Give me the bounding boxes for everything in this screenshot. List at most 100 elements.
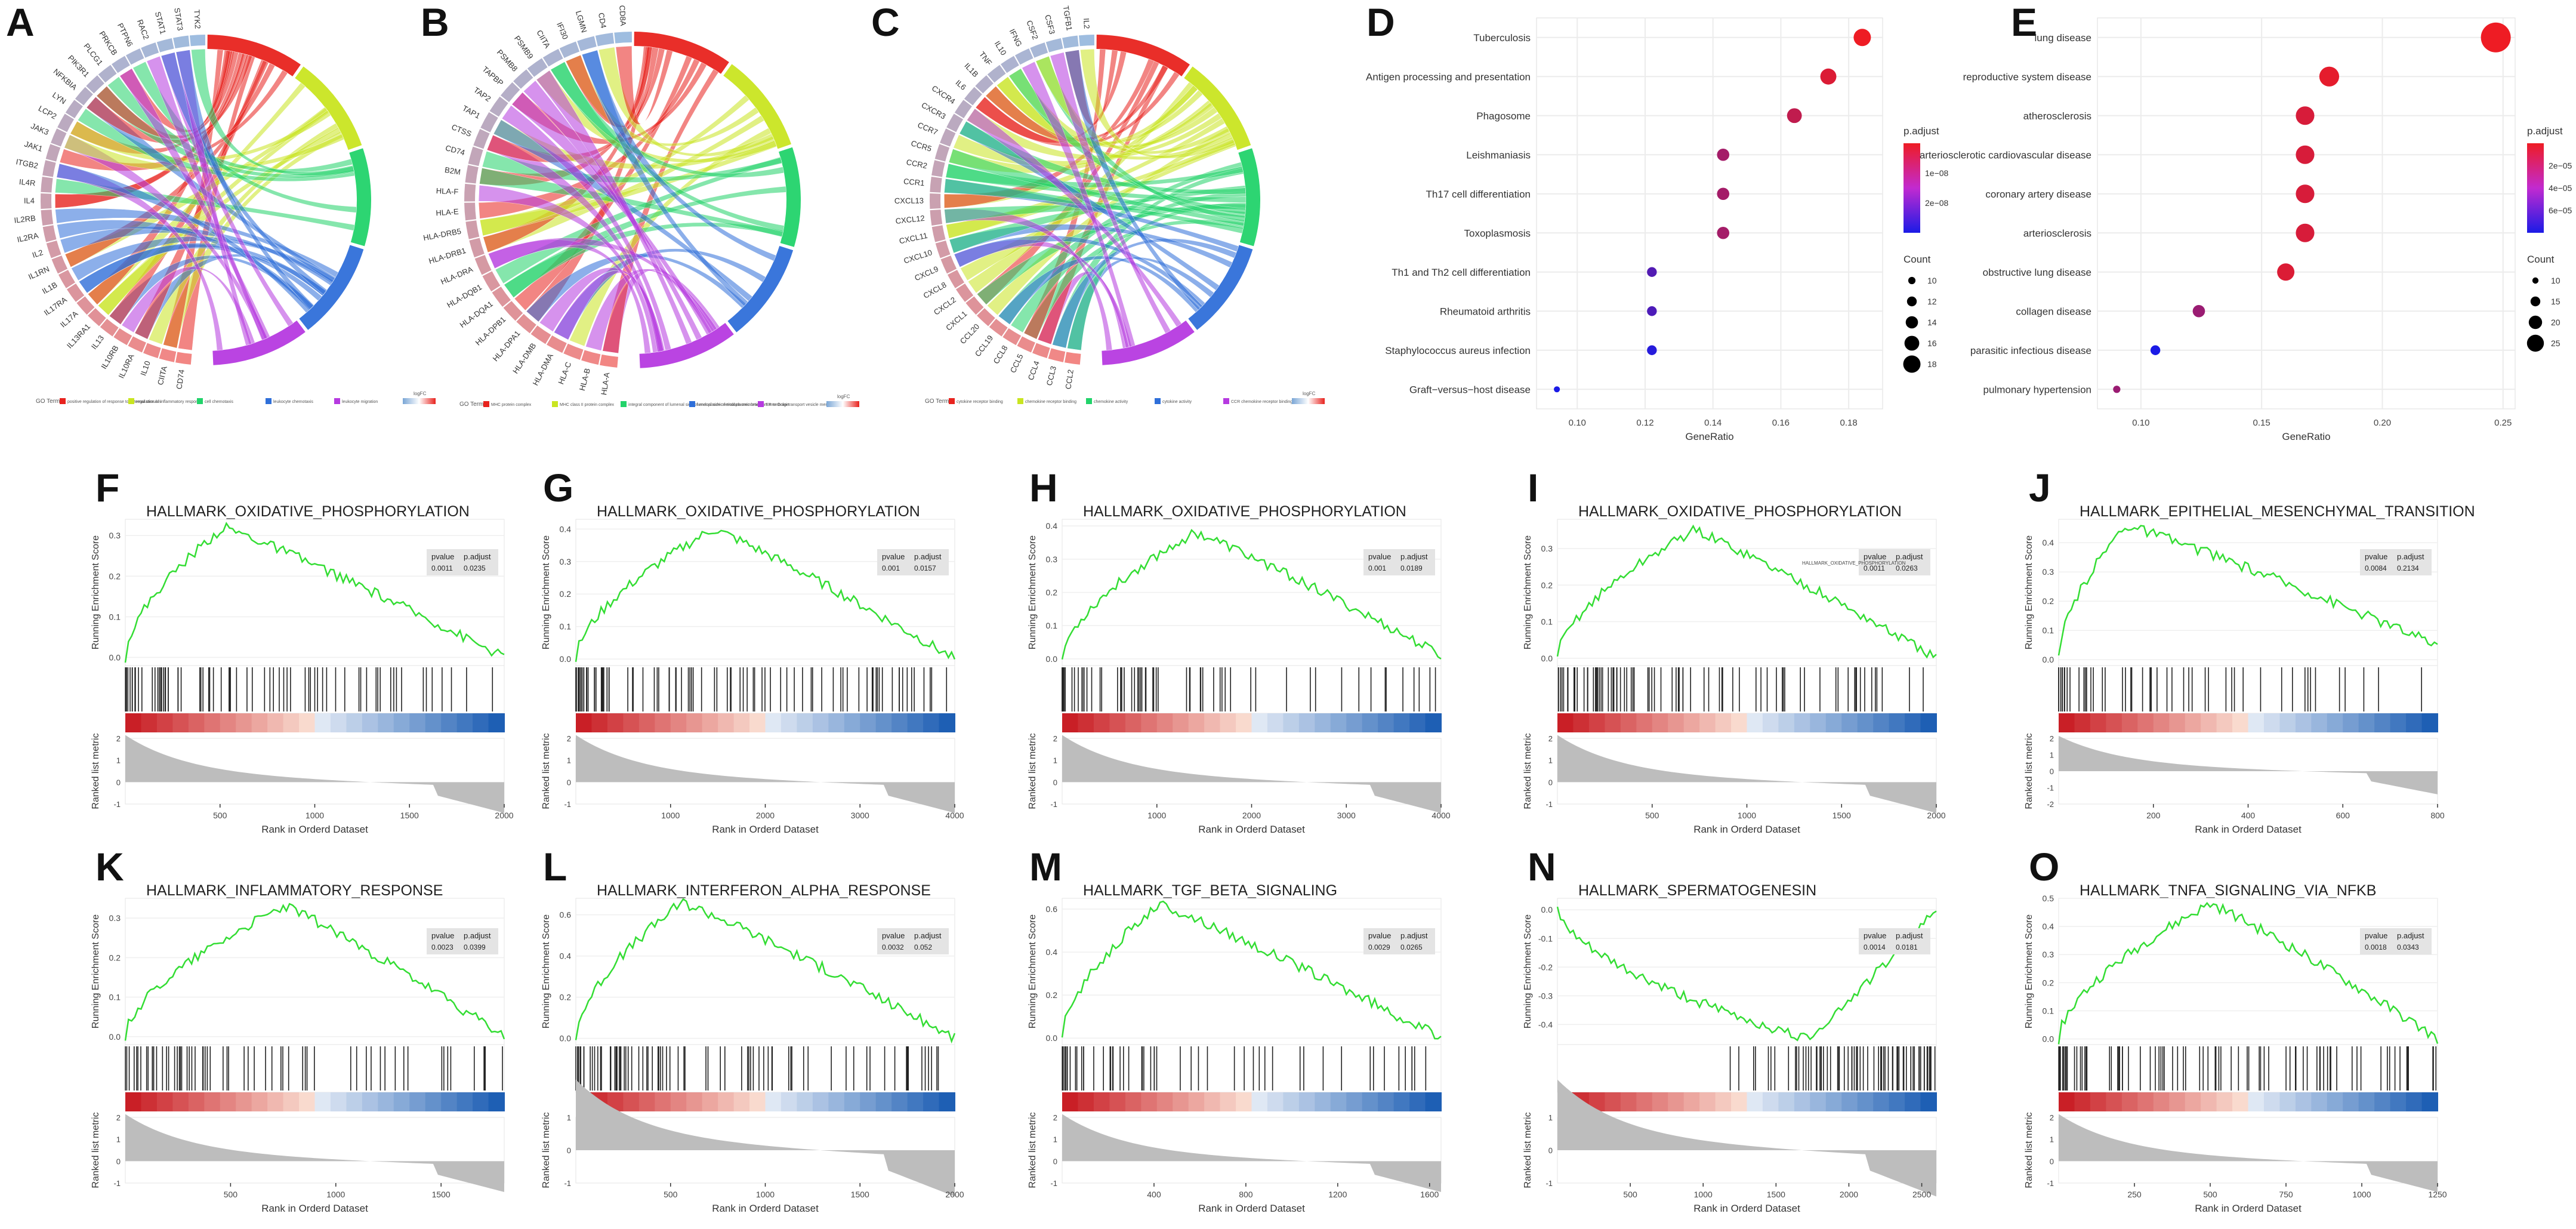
- stats-pvalue: 0.001: [882, 564, 900, 572]
- chord-legend-label: positive regulation of response to exter…: [67, 400, 162, 404]
- rank-heat-cell: [1762, 1092, 1779, 1111]
- rank-heat-cell: [655, 1092, 671, 1111]
- stats-header-padjust: p.adjust: [464, 552, 491, 561]
- chord-gene-arc: [58, 270, 76, 288]
- rank-heat-cell: [1062, 713, 1079, 732]
- rank-heat-cell: [2137, 1092, 2154, 1111]
- chord-ribbon: [581, 50, 777, 261]
- running-es-curve: [1061, 900, 1442, 1040]
- x-tick-label: 1000: [1147, 811, 1166, 820]
- ranked-metric-area: [576, 1079, 955, 1197]
- metric-tick-label: 1: [1053, 1135, 1057, 1144]
- running-es-curve: [1061, 529, 1442, 660]
- chord-gene-label: CXCL9: [913, 264, 939, 283]
- rank-heat-cell: [204, 713, 221, 732]
- rank-heat-cell: [891, 713, 908, 732]
- chord-gene-label: STAT3: [172, 7, 185, 31]
- chord-ribbon: [121, 266, 255, 345]
- y-tick-label: Toxoplasmosis: [1464, 227, 1531, 239]
- rank-heat-cell: [1330, 1092, 1347, 1111]
- y-axis-label-metric: Ranked list metric: [2024, 733, 2034, 809]
- chord-ribbon: [966, 108, 1223, 160]
- rank-heat-cell: [1298, 713, 1316, 732]
- rank-heat-cell: [346, 1092, 363, 1111]
- chord-gene-arc: [516, 313, 536, 334]
- chord-gene-label: HLA-DPA1: [490, 329, 522, 363]
- rank-heat-cell: [1109, 1092, 1126, 1111]
- y-axis-label-metric: Ranked list metric: [1028, 733, 1038, 809]
- chord-gene-label: HLA-DMA: [531, 352, 556, 387]
- chord-gene-label: CXCR3: [920, 100, 948, 121]
- rank-heat-cell: [623, 1092, 640, 1111]
- legend-size-dot: [1906, 296, 1917, 307]
- rank-heat-cell: [2232, 1092, 2249, 1111]
- stats-box: [877, 928, 949, 954]
- chord-gene-arc: [940, 128, 956, 147]
- legend-size-tick: 25: [2551, 338, 2560, 348]
- rank-heat-cell: [188, 1092, 205, 1111]
- panel-label-D: D: [1366, 0, 1395, 44]
- rank-heat-cell: [1362, 1092, 1379, 1111]
- chord-ribbon: [479, 94, 750, 236]
- chord-gene-label: LCP2: [37, 104, 58, 121]
- rank-heat-cell: [591, 713, 608, 732]
- stats-padjust: 0.0265: [1400, 943, 1423, 951]
- gsea-plot-I: HALLMARK_OXIDATIVE_PHOSPHORYLATION 0.0 0.1…: [1523, 503, 1946, 835]
- x-tick-label: 2000: [1242, 811, 1261, 820]
- chord-logfc-label: logFC: [1303, 391, 1316, 396]
- chord-gene-arc: [935, 241, 951, 258]
- chord-legend-label: lumenal side of endoplasmic reticulum me…: [697, 403, 789, 407]
- chord-ribbon: [536, 70, 692, 345]
- rank-heat-cell: [718, 1092, 735, 1111]
- chord-gene-label: CXCL2: [932, 295, 958, 317]
- stats-box: [877, 549, 949, 575]
- y-tick-label: 0.3: [560, 557, 572, 566]
- x-tick-label: 2000: [1840, 1190, 1858, 1199]
- legend-size-tick: 18: [1927, 359, 1937, 369]
- chord-gene-label: IL2: [31, 248, 44, 260]
- rank-heat-cell: [1330, 713, 1347, 732]
- metric-tick-label: 1: [2050, 751, 2054, 760]
- y-axis-label-metric: Ranked list metric: [1028, 1112, 1038, 1188]
- gsea-title: HALLMARK_INFLAMMATORY_RESPONSE: [146, 882, 443, 899]
- chord-gene-arc: [468, 146, 483, 167]
- y-axis-label-metric: Ranked list metric: [91, 1112, 101, 1188]
- es-plot-area: [125, 519, 505, 666]
- rank-heat-cell: [2185, 1092, 2202, 1111]
- metric-tick-label: -1: [2047, 1179, 2054, 1188]
- metric-tick-label: -1: [1050, 800, 1057, 809]
- stats-pvalue: 0.0084: [2365, 564, 2387, 572]
- rank-heat-cell: [1636, 1092, 1653, 1111]
- rank-heat-cell: [1905, 1092, 1921, 1111]
- panel-label-A: A: [6, 0, 35, 44]
- x-tick-label: 1000: [326, 1190, 345, 1199]
- chord-gene-label: IL2RB: [14, 214, 36, 225]
- rank-heat-cell: [1605, 1092, 1621, 1111]
- rank-heat-cell: [1620, 713, 1637, 732]
- rank-heat-cell: [330, 1092, 347, 1111]
- chord-term-arc: [723, 64, 792, 149]
- y-tick-label: 0.5: [2043, 894, 2054, 903]
- x-axis-label: Rank in Orderd Dataset: [261, 1203, 368, 1214]
- rank-heat-cell: [2406, 713, 2423, 732]
- rank-heat-cell: [1267, 713, 1284, 732]
- y-tick-label: 0.3: [109, 913, 121, 923]
- rank-heat-cell: [1188, 713, 1205, 732]
- chord-gene-arc: [1014, 48, 1034, 65]
- rank-heat-cell: [1078, 1092, 1094, 1111]
- x-tick-label: 800: [1239, 1190, 1253, 1199]
- x-axis-label: Rank in Orderd Dataset: [1198, 824, 1305, 835]
- x-tick-label: 500: [213, 811, 227, 820]
- y-tick-label: obstructive lung disease: [1983, 267, 2091, 278]
- rank-heat-cell: [2090, 1092, 2107, 1111]
- chord-gene-arc: [930, 210, 943, 226]
- rank-heat-cell: [1699, 1092, 1716, 1111]
- metric-tick-label: -1: [1545, 800, 1553, 809]
- gsea-title: HALLMARK_OXIDATIVE_PHOSPHORYLATION: [1578, 503, 1902, 520]
- chord-ribbon: [146, 56, 268, 341]
- chord-ribbon: [1022, 61, 1136, 347]
- x-tick-label: 0.20: [2374, 418, 2391, 428]
- rank-heat-cell: [1173, 713, 1189, 732]
- chord-legend-swatch: [949, 398, 955, 404]
- rank-heat-cell: [1109, 713, 1126, 732]
